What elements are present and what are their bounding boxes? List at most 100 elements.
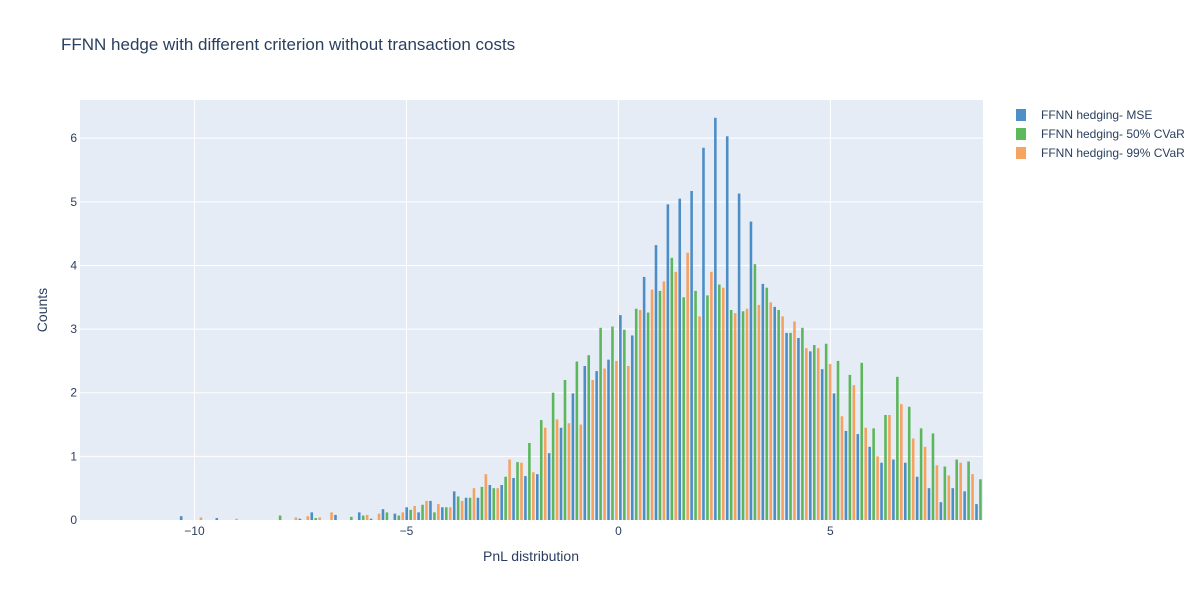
histogram-bar[interactable] [488, 485, 492, 520]
histogram-bar[interactable] [927, 488, 931, 520]
histogram-bar[interactable] [781, 316, 784, 520]
histogram-bar[interactable] [638, 310, 642, 520]
histogram-bar[interactable] [452, 491, 456, 520]
histogram-bar[interactable] [607, 359, 610, 520]
histogram-bar[interactable] [555, 419, 559, 520]
histogram-bar[interactable] [963, 491, 966, 520]
histogram-bar[interactable] [797, 338, 800, 520]
histogram-bar[interactable] [971, 474, 974, 520]
histogram-bar[interactable] [369, 518, 373, 520]
histogram-bar[interactable] [445, 507, 448, 520]
histogram-bar[interactable] [864, 427, 867, 520]
histogram-bar[interactable] [880, 462, 883, 520]
histogram-bar[interactable] [611, 326, 614, 520]
histogram-bar[interactable] [761, 283, 765, 520]
histogram-bar[interactable] [492, 488, 496, 520]
histogram-bar[interactable] [919, 428, 923, 520]
histogram-bar[interactable] [737, 193, 741, 520]
histogram-bar[interactable] [627, 366, 630, 520]
histogram-bar[interactable] [698, 316, 701, 520]
histogram-bar[interactable] [543, 427, 547, 520]
histogram-bar[interactable] [235, 518, 238, 520]
histogram-bar[interactable] [532, 472, 535, 520]
histogram-bar[interactable] [433, 512, 436, 520]
histogram-bar[interactable] [868, 446, 871, 520]
histogram-bar[interactable] [729, 310, 733, 520]
histogram-bar[interactable] [820, 369, 824, 520]
histogram-bar[interactable] [595, 371, 598, 520]
legend-item[interactable]: FFNN hedging- MSE [1016, 108, 1152, 122]
histogram-bar[interactable] [484, 474, 488, 520]
histogram-bar[interactable] [215, 518, 219, 520]
histogram-bar[interactable] [757, 304, 761, 520]
histogram-bar[interactable] [472, 488, 476, 520]
histogram-bar[interactable] [852, 385, 856, 520]
histogram-bar[interactable] [690, 191, 693, 520]
histogram-bar[interactable] [571, 393, 575, 520]
histogram-bar[interactable] [437, 504, 440, 520]
histogram-bar[interactable] [429, 500, 432, 520]
histogram-bar[interactable] [508, 459, 511, 520]
histogram-bar[interactable] [599, 327, 602, 520]
histogram-bar[interactable] [603, 368, 606, 520]
histogram-bar[interactable] [278, 515, 282, 520]
histogram-bar[interactable] [745, 308, 749, 520]
histogram-bar[interactable] [583, 366, 587, 520]
histogram-bar[interactable] [809, 351, 812, 520]
histogram-bar[interactable] [975, 504, 978, 520]
histogram-bar[interactable] [678, 198, 682, 521]
histogram-bar[interactable] [888, 415, 891, 520]
histogram-bar[interactable] [777, 310, 780, 520]
histogram-bar[interactable] [959, 462, 962, 520]
histogram-bar[interactable] [642, 276, 646, 520]
histogram-bar[interactable] [591, 380, 594, 520]
histogram-bar[interactable] [199, 517, 203, 520]
histogram-bar[interactable] [520, 462, 523, 520]
histogram-bar[interactable] [496, 488, 500, 520]
histogram-bar[interactable] [753, 264, 757, 520]
histogram-bar[interactable] [536, 474, 539, 520]
histogram-bar[interactable] [393, 513, 397, 520]
histogram-bar[interactable] [749, 221, 753, 520]
histogram-bar[interactable] [666, 204, 670, 520]
histogram-bar[interactable] [951, 488, 955, 520]
histogram-bar[interactable] [844, 430, 848, 520]
histogram-bar[interactable] [686, 252, 689, 520]
histogram-bar[interactable] [714, 117, 717, 521]
histogram-bar[interactable] [967, 461, 970, 520]
histogram-bar[interactable] [480, 486, 484, 520]
histogram-bar[interactable] [769, 302, 773, 520]
histogram-bar[interactable] [456, 496, 460, 520]
histogram-bar[interactable] [896, 376, 899, 520]
legend-item[interactable]: FFNN hedging- 99% CVaR [1016, 146, 1185, 160]
histogram-bar[interactable] [385, 512, 389, 520]
histogram-bar[interactable] [828, 364, 832, 520]
histogram-bar[interactable] [397, 515, 401, 520]
histogram-bar[interactable] [563, 380, 567, 520]
histogram-bar[interactable] [500, 485, 503, 520]
histogram-bar[interactable] [528, 443, 531, 520]
histogram-bar[interactable] [425, 500, 428, 520]
histogram-bar[interactable] [623, 329, 626, 520]
histogram-bar[interactable] [306, 516, 310, 520]
histogram-bar[interactable] [892, 459, 895, 520]
histogram-bar[interactable] [460, 500, 464, 520]
histogram-bar[interactable] [318, 517, 321, 520]
histogram-bar[interactable] [330, 512, 333, 520]
histogram-bar[interactable] [464, 497, 468, 520]
histogram-bar[interactable] [915, 476, 919, 520]
histogram-bar[interactable] [587, 355, 591, 520]
histogram-bar[interactable] [840, 416, 844, 520]
histogram-bar[interactable] [413, 506, 416, 520]
histogram-bar[interactable] [876, 456, 879, 520]
histogram-bar[interactable] [789, 332, 792, 520]
histogram-bar[interactable] [421, 504, 424, 520]
histogram-bar[interactable] [670, 257, 674, 520]
histogram-bar[interactable] [765, 287, 769, 520]
histogram-bar[interactable] [634, 308, 638, 520]
histogram-bar[interactable] [512, 478, 515, 520]
histogram-bar[interactable] [935, 465, 939, 520]
histogram-bar[interactable] [923, 446, 927, 520]
histogram-bar[interactable] [179, 516, 183, 520]
histogram-bar[interactable] [721, 287, 725, 520]
